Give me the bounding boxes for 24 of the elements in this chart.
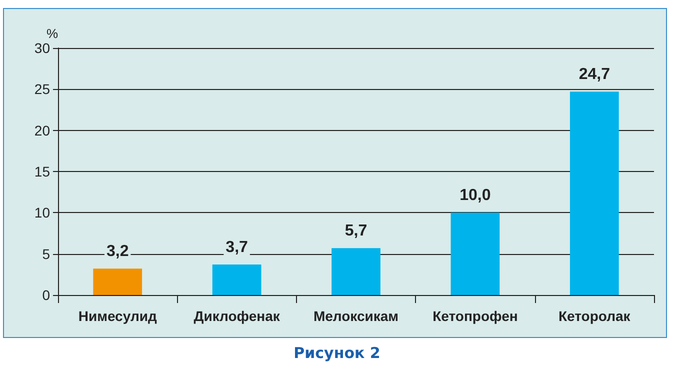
- data-label: 5,7: [344, 222, 368, 240]
- y-tick-label: 25: [34, 81, 50, 98]
- data-label: 24,7: [578, 66, 610, 84]
- bar: [93, 268, 142, 295]
- data-label: 3,2: [106, 243, 129, 260]
- x-tick-label: Мелоксикам: [313, 308, 399, 324]
- y-tick-label: 20: [34, 122, 50, 138]
- y-tick-label: 0: [42, 287, 50, 303]
- y-tick-label: 10: [34, 204, 50, 221]
- bar: [212, 264, 262, 295]
- x-tick-label: Кеторолак: [558, 308, 632, 324]
- y-axis-title: %: [46, 26, 58, 41]
- x-tick-label: Нимесулид: [78, 308, 157, 324]
- text: Рисунок 2: [292, 344, 382, 362]
- x-tick-label: Кетопрофен: [432, 308, 518, 324]
- bar: [332, 248, 380, 295]
- data-label: 10,0: [460, 187, 491, 204]
- data-label: 3,7: [226, 239, 248, 256]
- y-tick-label: 15: [34, 164, 50, 180]
- y-tick-label: 5: [42, 246, 50, 262]
- x-tick-label: Диклофенак: [194, 308, 281, 324]
- bar: [450, 212, 500, 295]
- y-tick-label: 30: [34, 40, 50, 56]
- bar: [570, 92, 619, 295]
